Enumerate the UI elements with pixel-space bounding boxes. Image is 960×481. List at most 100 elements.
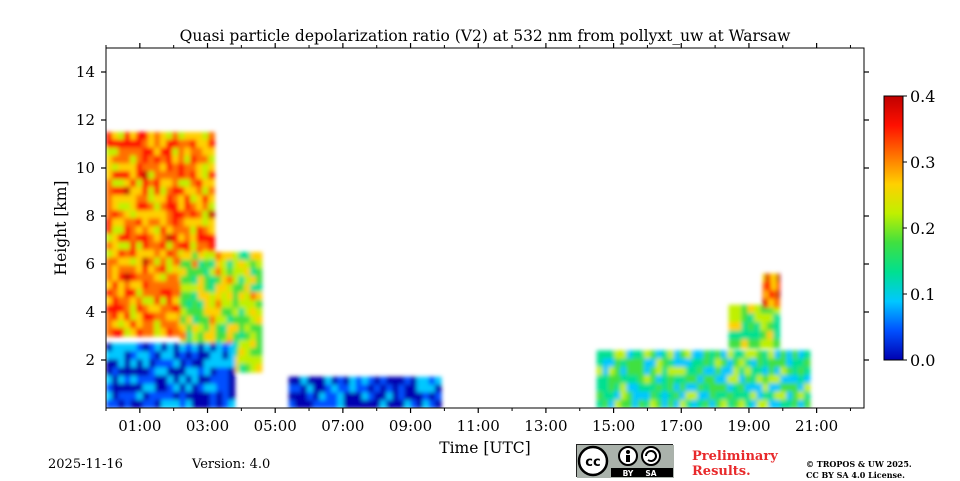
heatmap-cell (202, 163, 209, 172)
heatmap-cell (398, 392, 406, 401)
heatmap-cell (300, 384, 308, 393)
heatmap-cell (124, 281, 131, 290)
heatmap-cell (367, 392, 375, 401)
heatmap-cell (679, 399, 687, 408)
heatmap-cell (124, 351, 132, 360)
heatmap-cell (244, 284, 251, 293)
heatmap-cell (106, 139, 113, 149)
heatmap-cell (202, 186, 209, 196)
heatmap-cell (160, 328, 167, 337)
heatmap-cell (673, 358, 681, 368)
heatmap-cell (596, 399, 604, 408)
heatmap-cell (106, 202, 113, 211)
heatmap-cell (768, 366, 775, 376)
heatmap-cell (166, 296, 173, 306)
heatmap-cell (250, 252, 257, 261)
heatmap-cell (691, 375, 698, 384)
heatmap-cell (208, 179, 215, 188)
heatmap-cell (774, 383, 781, 393)
heatmap-cell (644, 375, 651, 384)
heatmap-cell (786, 375, 793, 384)
heatmap-cell (709, 399, 716, 408)
heatmap-cell (367, 376, 375, 386)
heatmap-cell (208, 163, 215, 172)
heatmap-cell (209, 324, 216, 333)
heatmap-cell (380, 392, 387, 401)
heatmap-cell (112, 304, 119, 313)
heatmap-cell (166, 171, 173, 180)
heatmap-cell (608, 399, 615, 408)
heatmap-cell (238, 324, 245, 333)
heatmap-cell (250, 332, 257, 341)
heatmap-cell (750, 383, 758, 393)
heatmap-cell (167, 343, 174, 352)
heatmap-cell (196, 226, 203, 235)
copyright-line2: CC BY SA 4.0 License. (806, 470, 905, 480)
heatmap-cell (190, 132, 197, 141)
heatmap-cell (196, 241, 203, 251)
heatmap-cell (244, 268, 251, 277)
heatmap-cell (196, 234, 203, 243)
heatmap-cell (192, 252, 199, 261)
heatmap-cell (136, 226, 143, 235)
heatmap-cell (766, 322, 774, 332)
heatmap-cell (768, 383, 775, 393)
heatmap-cell (196, 147, 203, 157)
heatmap-cell (307, 400, 314, 408)
heatmap-cell (773, 322, 780, 332)
heatmap-cell (148, 241, 155, 251)
heatmap-cell (166, 139, 173, 149)
heatmap-cell (715, 399, 722, 408)
heatmap-cell (172, 281, 179, 290)
heatmap-cell (136, 163, 143, 172)
heatmap-cell (160, 139, 167, 149)
heatmap-cell (124, 296, 131, 306)
heatmap-cell (184, 179, 191, 188)
heatmap-cell (715, 350, 722, 360)
x-tick-label: 11:00 (457, 417, 500, 435)
heatmap-cell (124, 273, 131, 282)
heatmap-cell (679, 391, 687, 401)
heatmap-cell (118, 171, 125, 180)
heatmap-cell (685, 391, 692, 401)
heatmap-cell (178, 226, 185, 235)
heatmap-cell (112, 288, 119, 298)
heatmap-cell (148, 328, 155, 337)
heatmap-cell (154, 249, 161, 259)
heatmap-cell (765, 273, 769, 283)
heatmap-cell (221, 332, 228, 341)
heatmap-cell (209, 292, 216, 301)
heatmap-cell (172, 186, 179, 196)
heatmap-cell (650, 366, 657, 376)
heatmap-cell (762, 383, 769, 393)
heatmap-cell (596, 366, 604, 376)
heatmap-cell (196, 194, 203, 204)
heatmap-cell (202, 139, 209, 149)
heatmap-cell (148, 132, 155, 141)
heatmap-cell (728, 322, 736, 332)
heatmap-cell (244, 364, 251, 373)
heatmap-cell (142, 288, 149, 298)
heatmap-cell (160, 273, 167, 282)
heatmap-cell (221, 276, 228, 285)
badge-sa-text: SA (645, 469, 656, 478)
heatmap-cell (112, 139, 119, 149)
heatmap-cell (180, 276, 187, 285)
heatmap-cell (148, 273, 155, 282)
heatmap-cell (673, 350, 681, 360)
heatmap-cell (130, 281, 137, 290)
heatmap-cell (142, 210, 149, 219)
heatmap-cell (632, 350, 639, 360)
heatmap-cell (184, 234, 191, 243)
heatmap-cell (738, 366, 746, 376)
heatmap-cell (768, 298, 772, 308)
heatmap-cell (773, 339, 780, 349)
heatmap-cell (192, 324, 199, 333)
heatmap-cell (154, 163, 161, 172)
heatmap-cell (741, 330, 749, 340)
heatmap-cell (773, 330, 780, 340)
heatmap-cell (172, 132, 179, 141)
heatmap-cell (184, 186, 191, 196)
heatmap-cell (148, 304, 155, 313)
heatmap-cell (203, 268, 211, 277)
